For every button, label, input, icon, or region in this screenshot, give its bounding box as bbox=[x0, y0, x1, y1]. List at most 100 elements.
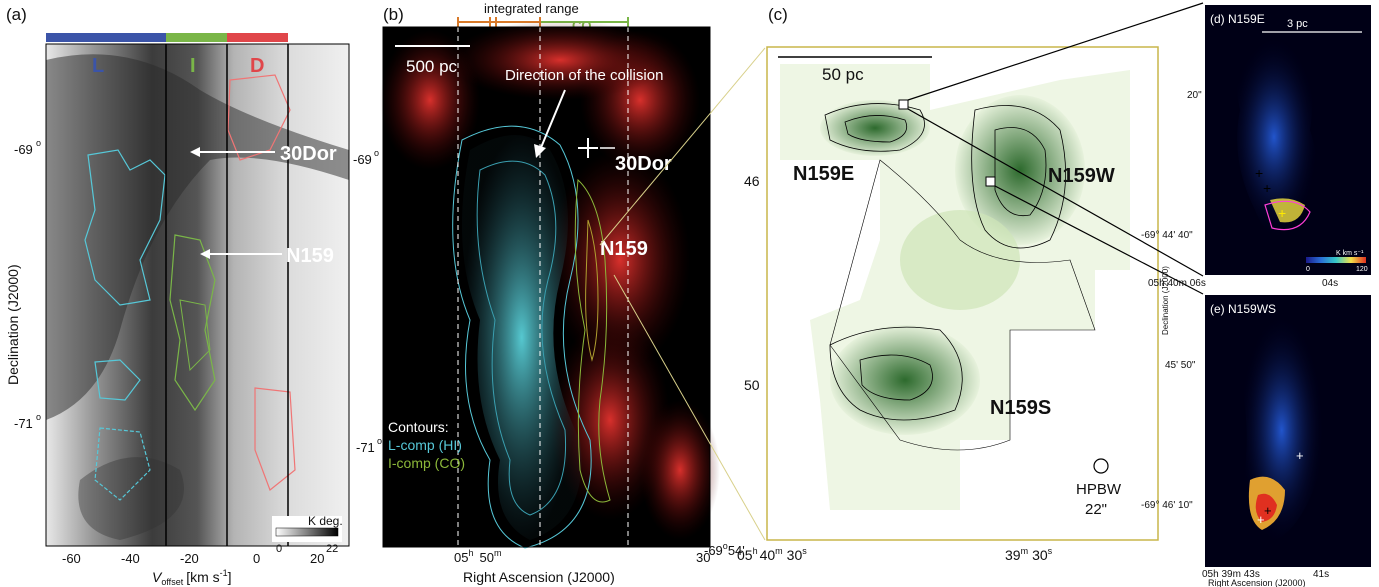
xtick-b-30: 30 bbox=[696, 550, 710, 565]
blob-middle bbox=[900, 210, 1020, 310]
xtick-b-1: 05h 50m bbox=[454, 548, 501, 565]
blob-n159s bbox=[830, 325, 980, 435]
panel-c: (c) 50 pc N159E N159W N159S HPBW 22" 46 … bbox=[737, 5, 1159, 563]
panel-e: + + + (e) N159WS 45' 50" -69° 46' 10" 05… bbox=[1141, 295, 1371, 587]
colorbar-a bbox=[275, 527, 339, 537]
label-n159-a: N159 bbox=[286, 245, 334, 267]
ytick-c-46: 46 bbox=[744, 173, 760, 189]
corner-tick-b: -69o54' bbox=[704, 541, 745, 558]
panel-e-tag: (e) N159WS bbox=[1210, 302, 1276, 316]
ytick-b-71: -71 bbox=[356, 440, 375, 455]
co-contour-2 bbox=[585, 219, 599, 362]
pv-contour-i2 bbox=[179, 299, 211, 372]
label-n159s: N159S bbox=[990, 397, 1051, 419]
legend-i-comp: I-comp (CO) bbox=[388, 455, 465, 471]
xtick-a-2: -20 bbox=[180, 551, 199, 566]
ytick-e-46: -69° 46' 10" bbox=[1141, 500, 1193, 511]
group-label-i: I bbox=[190, 55, 196, 77]
scalebar-d-label: 3 pc bbox=[1287, 18, 1308, 30]
xtick-d-left: 05h 40m 06s bbox=[1148, 278, 1206, 289]
pv-contour-l1 bbox=[84, 149, 166, 306]
colorbar-a-max: 22 bbox=[326, 543, 338, 555]
ytick-b-69: -69 bbox=[353, 152, 372, 167]
colorbar-d bbox=[1306, 257, 1366, 263]
scalebar-b-label: 500 pc bbox=[406, 57, 458, 76]
xtick-c-1: 05h 40m 30s bbox=[737, 546, 807, 563]
group-bar-i bbox=[166, 33, 227, 42]
map-e-core bbox=[1255, 493, 1277, 522]
pv-contour-i1 bbox=[169, 234, 216, 412]
cross-e-2: + bbox=[1264, 503, 1272, 518]
xlabel-a: Voffset [km s-1] bbox=[152, 568, 232, 587]
xtick-a-1: -40 bbox=[121, 551, 140, 566]
c-contour-s2 bbox=[859, 354, 933, 401]
beam-size: 22" bbox=[1085, 501, 1107, 518]
c-contour-s1 bbox=[829, 326, 963, 421]
ytick-c-50: 50 bbox=[744, 377, 760, 393]
ytick-d-20: 20" bbox=[1187, 90, 1202, 101]
ytick-a-71: -71 bbox=[14, 416, 33, 431]
pv-contour-d2 bbox=[254, 387, 296, 491]
panel-b: (b) integrated range CO 500 pc Direction… bbox=[353, 1, 720, 585]
zoom-line-b-c-2 bbox=[613, 274, 766, 541]
xtick-a-4: 20 bbox=[310, 551, 324, 566]
pv-contour-l3 bbox=[94, 427, 151, 501]
ylabel-a: Declination (J2000) bbox=[5, 264, 21, 385]
c-contour-e1 bbox=[824, 103, 925, 152]
red-emission-2 bbox=[450, 20, 670, 100]
beam-circle bbox=[1093, 458, 1109, 474]
xtick-a-3: 0 bbox=[253, 551, 260, 566]
xtick-c-2: 39m 30s bbox=[1005, 546, 1053, 563]
label-n159e: N159E bbox=[793, 163, 854, 185]
c-contour-w1 bbox=[971, 105, 1067, 249]
collision-arrowhead bbox=[534, 144, 546, 158]
label-30dor-b: 30Dor bbox=[615, 153, 672, 175]
panel-a-tag: (a) bbox=[6, 5, 27, 24]
map-d-peak bbox=[1270, 198, 1305, 223]
pv-dark-blob bbox=[78, 457, 184, 540]
zoom-line-c-d-1 bbox=[907, 2, 1204, 101]
panel-d: + + + (d) N159E 3 pc K km s⁻¹ 0 120 20" … bbox=[1141, 5, 1371, 335]
xlabel-b: Right Ascension (J2000) bbox=[463, 569, 615, 585]
label-n159-b: N159 bbox=[600, 238, 648, 260]
group-label-l: L bbox=[92, 55, 104, 77]
c-contour-e2 bbox=[844, 115, 908, 143]
group-bar-l bbox=[46, 33, 166, 42]
subregion-box-e bbox=[898, 99, 909, 110]
cross-e-3: + bbox=[1257, 512, 1265, 527]
colorbar-a-min: 0 bbox=[276, 543, 282, 555]
xtick-e-left: 05h 39m 43s bbox=[1202, 569, 1260, 580]
label-30dor-a: 30Dor bbox=[280, 143, 337, 165]
pv-contour-l2 bbox=[94, 359, 141, 401]
red-emission-5 bbox=[380, 30, 480, 170]
group-bar-d bbox=[227, 33, 288, 42]
panel-d-tag: (d) N159E bbox=[1210, 12, 1265, 26]
red-emission-3 bbox=[550, 150, 690, 370]
collision-label: Direction of the collision bbox=[505, 67, 663, 84]
c-contour-outer bbox=[829, 159, 1096, 451]
zoom-line-c-e-1 bbox=[994, 185, 1204, 295]
hi-contour-outer bbox=[452, 125, 592, 549]
map-d-contour bbox=[1264, 200, 1311, 231]
colorbar-d-min: 0 bbox=[1306, 266, 1310, 273]
cross-d-1: + bbox=[1255, 165, 1263, 181]
pv-contour-d1 bbox=[227, 74, 291, 161]
xticks-a: -60 -40 -20 0 20 bbox=[62, 551, 324, 566]
blob-n159e bbox=[820, 100, 930, 156]
colorbar-a-label: K deg. bbox=[308, 514, 343, 528]
collision-arrow bbox=[539, 89, 566, 151]
ytick-a-69-sup: o bbox=[36, 138, 41, 148]
ytick-a-71-sup: o bbox=[36, 412, 41, 422]
xtick-a-0: -60 bbox=[62, 551, 81, 566]
legend-title: Contours: bbox=[388, 419, 449, 435]
label-n159w: N159W bbox=[1048, 165, 1115, 187]
colorbar-d-max: 120 bbox=[1356, 266, 1368, 273]
cross-d-2: + bbox=[1263, 180, 1271, 196]
xtick-d-right: 04s bbox=[1322, 278, 1338, 289]
beam-label: HPBW bbox=[1076, 481, 1122, 498]
pv-frame bbox=[45, 43, 350, 547]
hi-contour-inner bbox=[476, 160, 567, 516]
group-label-d: D bbox=[250, 55, 264, 77]
pv-dark-band bbox=[46, 54, 349, 421]
